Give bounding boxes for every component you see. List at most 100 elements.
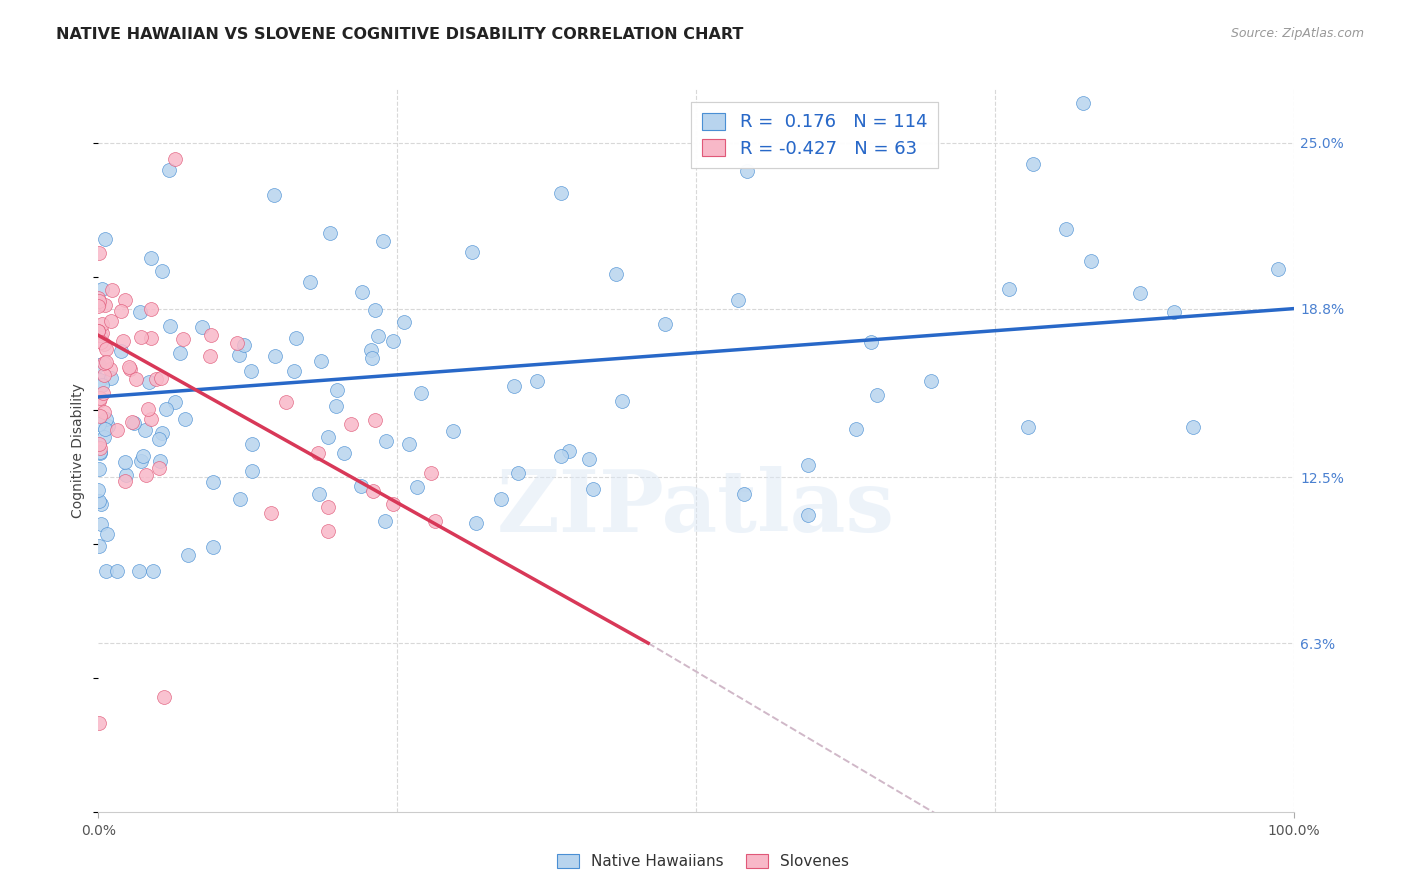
Point	[118, 362, 141, 376]
Point	[87, 417, 110, 431]
Point	[114, 293, 136, 307]
Point	[98, 362, 121, 376]
Point	[90, 497, 112, 511]
Point	[654, 317, 676, 331]
Point	[263, 187, 285, 202]
Point	[135, 468, 157, 483]
Point	[169, 346, 191, 360]
Point	[364, 303, 387, 318]
Point	[150, 426, 173, 441]
Legend: Native Hawaiians, Slovenes: Native Hawaiians, Slovenes	[551, 847, 855, 875]
Point	[1054, 222, 1077, 236]
Point	[150, 264, 173, 278]
Point	[89, 328, 111, 343]
Point	[283, 364, 305, 378]
Point	[150, 371, 173, 385]
Point	[96, 527, 118, 541]
Text: NATIVE HAWAIIAN VS SLOVENE COGNITIVE DISABILITY CORRELATION CHART: NATIVE HAWAIIAN VS SLOVENE COGNITIVE DIS…	[56, 27, 744, 42]
Point	[87, 358, 110, 372]
Point	[89, 445, 111, 459]
Point	[239, 364, 262, 378]
Point	[87, 291, 110, 305]
Point	[198, 349, 221, 363]
Point	[89, 373, 111, 387]
Point	[87, 394, 110, 409]
Point	[89, 391, 111, 405]
Point	[87, 297, 110, 311]
Point	[93, 368, 115, 382]
Point	[307, 445, 329, 459]
Point	[94, 232, 117, 246]
Point	[309, 354, 332, 368]
Point	[374, 514, 396, 528]
Point	[1080, 253, 1102, 268]
Legend: R =  0.176   N = 114, R = -0.427   N = 63: R = 0.176 N = 114, R = -0.427 N = 63	[690, 102, 938, 169]
Point	[200, 328, 222, 343]
Point	[136, 401, 159, 416]
Point	[87, 293, 110, 308]
Point	[87, 539, 110, 553]
Point	[350, 285, 373, 299]
Point	[87, 324, 110, 338]
Point	[1022, 157, 1045, 171]
Point	[121, 415, 143, 429]
Point	[605, 267, 627, 281]
Point	[97, 418, 120, 433]
Point	[423, 515, 446, 529]
Point	[96, 342, 118, 356]
Point	[139, 412, 162, 426]
Point	[128, 304, 150, 318]
Point	[142, 564, 165, 578]
Point	[139, 251, 162, 265]
Point	[797, 508, 820, 523]
Point	[114, 455, 136, 469]
Point	[733, 487, 755, 501]
Point	[229, 492, 252, 507]
Point	[360, 351, 382, 365]
Point	[526, 374, 548, 388]
Point	[87, 483, 110, 497]
Point	[87, 299, 110, 313]
Point	[110, 303, 132, 318]
Point	[91, 326, 114, 340]
Point	[228, 348, 250, 362]
Point	[148, 432, 170, 446]
Point	[163, 152, 186, 166]
Point	[105, 423, 128, 437]
Point	[87, 324, 110, 338]
Point	[325, 399, 347, 413]
Point	[550, 186, 572, 200]
Point	[316, 500, 339, 514]
Point	[132, 449, 155, 463]
Point	[1163, 305, 1185, 319]
Point	[340, 417, 363, 431]
Point	[350, 479, 373, 493]
Point	[174, 412, 197, 426]
Point	[1073, 95, 1095, 110]
Point	[112, 334, 135, 348]
Point	[308, 486, 330, 500]
Point	[382, 497, 405, 511]
Point	[91, 281, 114, 295]
Point	[145, 372, 167, 386]
Point	[89, 441, 111, 455]
Point	[89, 409, 111, 423]
Point	[101, 283, 124, 297]
Point	[373, 234, 395, 248]
Point	[89, 245, 111, 260]
Point	[165, 395, 187, 409]
Point	[1181, 420, 1204, 434]
Point	[503, 378, 526, 392]
Point	[148, 460, 170, 475]
Point	[866, 388, 889, 402]
Point	[226, 336, 249, 351]
Point	[125, 372, 148, 386]
Point	[96, 412, 118, 426]
Point	[118, 359, 141, 374]
Point	[319, 226, 342, 240]
Point	[316, 430, 339, 444]
Point	[114, 474, 136, 488]
Point	[128, 564, 150, 578]
Point	[375, 434, 398, 448]
Point	[406, 480, 429, 494]
